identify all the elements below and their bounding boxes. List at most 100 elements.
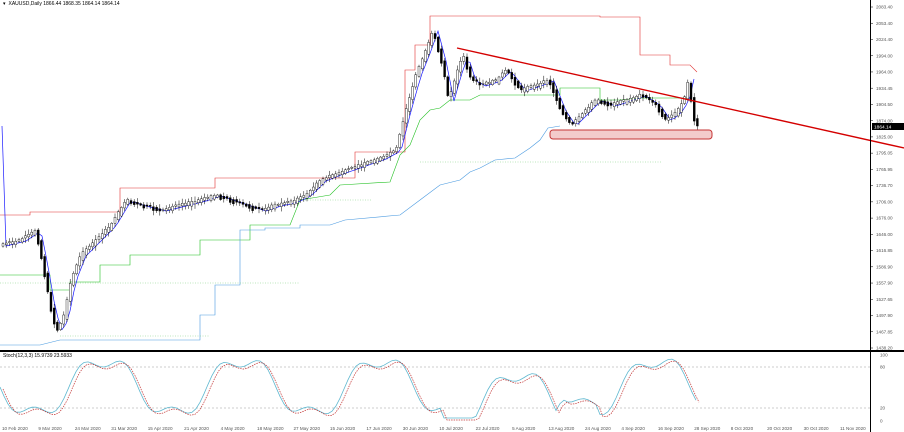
candle-body [56, 321, 59, 331]
candle-body [334, 173, 337, 178]
stoch-tick-label: 80 [880, 365, 886, 370]
candle-body [651, 100, 654, 103]
candle-body [110, 223, 114, 231]
stoch-signal-line [2, 360, 700, 421]
candle-body [59, 323, 62, 330]
stochastic-pane[interactable]: 100 80 20 0 [0, 352, 904, 424]
candle-body [683, 96, 686, 104]
candle-body [337, 172, 341, 176]
candle-body [661, 108, 664, 118]
candle-body [491, 79, 494, 85]
candle-body [385, 154, 389, 157]
candle-body [94, 239, 98, 247]
candle-body [97, 236, 101, 240]
candle-body [228, 197, 232, 203]
candle-body [430, 33, 433, 46]
price-tick-label: 1438.20 [876, 346, 893, 351]
candle-body [1, 243, 5, 247]
candle-body [289, 200, 293, 205]
candle-body [341, 171, 344, 175]
candle-body [219, 194, 222, 200]
candle-body [296, 197, 299, 204]
candle-body [414, 74, 417, 88]
candle-body [501, 72, 504, 78]
symbol-info: XAUUSD,Daily 1866.44 1868.35 1864.14 186… [8, 1, 120, 7]
date-tick-label: 4 May 2020 [221, 426, 245, 431]
candle-body [629, 97, 632, 103]
candle-body [513, 77, 517, 86]
candle-body [616, 101, 619, 105]
candle-body [283, 202, 286, 205]
candle-body [568, 117, 571, 123]
price-tick-label: 1467.85 [876, 329, 893, 334]
stoch-indicator-label: Stoch(12,3,3) 15.9739 23.5933 [3, 353, 72, 359]
candle-body [517, 80, 520, 89]
candle-body [625, 99, 629, 105]
candle-body [584, 109, 587, 114]
candle-body [405, 108, 408, 124]
candle-body [587, 107, 590, 113]
candle-body [129, 200, 133, 204]
date-tick-label: 10 Jul 2020 [439, 426, 463, 431]
price-chart[interactable]: 2083.40 2053.40 2024.40 1994.00 1964.00 1934.… [0, 0, 904, 351]
candle-body [81, 251, 85, 261]
candle-body [84, 248, 88, 256]
support-zone-box[interactable] [549, 129, 713, 140]
candle-body [267, 206, 270, 211]
candle-body [212, 195, 216, 200]
candle-body [17, 239, 21, 242]
candle-body [315, 182, 318, 190]
candle-body [164, 208, 168, 211]
candle-body [248, 204, 251, 209]
candle-body [350, 167, 353, 169]
candle-body [91, 242, 94, 248]
dotted-levels [0, 161, 662, 337]
candle-body [469, 66, 472, 78]
candle-body [353, 166, 357, 169]
candle-body [24, 235, 27, 239]
candle-body [446, 76, 449, 96]
candle-body [488, 81, 491, 84]
price-tick-label: 2053.40 [876, 21, 893, 26]
candle-body [696, 118, 699, 127]
candle-body [680, 103, 683, 113]
price-tick-label: 1765.95 [876, 167, 893, 172]
candle-body [120, 207, 123, 217]
current-price-tag [872, 123, 904, 130]
candle-body [37, 229, 40, 245]
candle-body [504, 70, 507, 75]
candle-body [293, 200, 296, 205]
price-tick-label: 1904.50 [876, 102, 893, 107]
candle-body [325, 177, 328, 181]
price-tick-label: 1795.05 [876, 151, 893, 156]
candle-body [206, 196, 210, 199]
candle-body [136, 202, 139, 205]
candle-body [526, 86, 529, 92]
candle-body [200, 198, 203, 203]
candle-body [40, 240, 43, 259]
candle-body [277, 204, 280, 206]
candle-body [168, 207, 171, 211]
candle-body [100, 233, 104, 239]
candle-body [209, 195, 213, 201]
candle-body [174, 204, 178, 207]
downtrend-line[interactable] [456, 47, 904, 149]
price-tick-label: 1676.00 [876, 216, 893, 221]
collapse-arrow-icon[interactable]: ▾ [3, 1, 6, 7]
candle-body [116, 211, 120, 220]
candle-body [46, 272, 49, 293]
candle-body [270, 204, 273, 210]
price-tick-label: 1646.00 [876, 232, 893, 237]
candle-body [376, 158, 379, 164]
candle-body [453, 80, 456, 94]
candle-body [648, 97, 651, 101]
date-tick-label: 20 Oct 2020 [767, 426, 792, 431]
envelope-step-lines [0, 15, 698, 346]
date-tick-label: 24 Mar 2020 [75, 426, 101, 431]
candle-body [654, 102, 657, 106]
candle-body [190, 201, 194, 207]
candle-body [344, 169, 347, 174]
ma-path [1, 29, 695, 331]
pane-separator[interactable] [0, 350, 904, 352]
candle-body [62, 314, 65, 325]
